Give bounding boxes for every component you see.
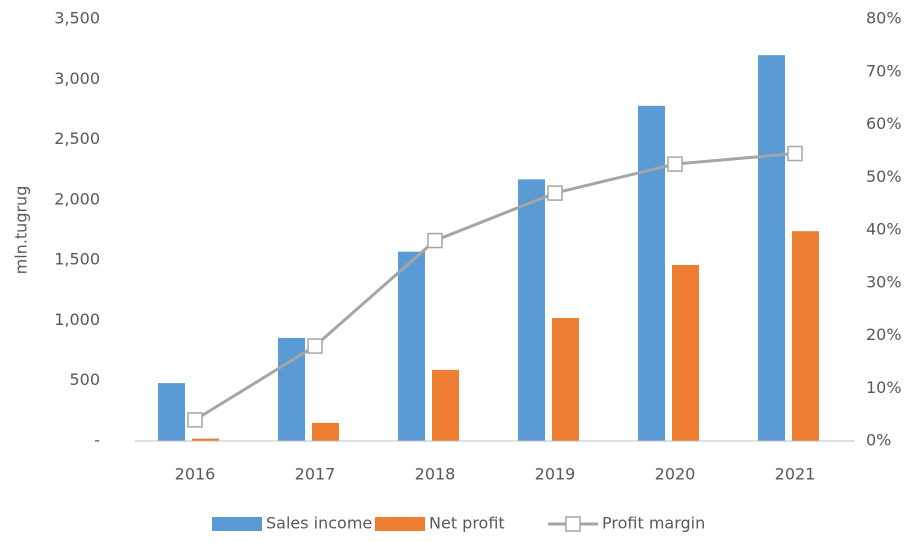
y-tick-label: - xyxy=(94,431,100,450)
legend-marker xyxy=(565,516,581,532)
y2-tick-label: 0% xyxy=(866,431,891,450)
y2-tick-label: 60% xyxy=(866,114,902,133)
bar xyxy=(192,438,219,441)
legend-swatch xyxy=(212,517,262,531)
x-tick-label: 2019 xyxy=(535,465,576,484)
bar xyxy=(758,55,785,442)
bar xyxy=(158,383,185,441)
y2-tick-label: 30% xyxy=(866,272,902,291)
x-tick-label: 2017 xyxy=(295,465,336,484)
bar xyxy=(312,422,339,441)
y-tick-label: 2,000 xyxy=(54,189,100,208)
y2-tick-label: 20% xyxy=(866,325,902,344)
legend-label: Net profit xyxy=(429,514,505,533)
x-tick-label: 2016 xyxy=(175,465,216,484)
bar xyxy=(672,264,699,441)
bar xyxy=(552,318,579,441)
x-tick-label: 2020 xyxy=(655,465,696,484)
y2-tick-label: 10% xyxy=(866,378,902,397)
y-tick-label: 1,000 xyxy=(54,310,100,329)
marker xyxy=(307,338,323,354)
marker xyxy=(667,156,683,172)
bar xyxy=(518,179,545,442)
x-tick-label: 2021 xyxy=(775,465,816,484)
bar xyxy=(638,105,665,441)
y-axis-title: mln.tugrug xyxy=(12,186,31,275)
y-tick-label: 1,500 xyxy=(54,250,100,269)
marker xyxy=(187,412,203,428)
legend-label: Profit margin xyxy=(602,514,705,533)
y-tick-label: 2,500 xyxy=(54,129,100,148)
y-tick-label: 500 xyxy=(69,370,100,389)
bar xyxy=(432,369,459,441)
bar xyxy=(398,251,425,441)
y2-tick-label: 50% xyxy=(866,167,902,186)
y-tick-label: 3,500 xyxy=(54,9,100,28)
y-tick-label: 3,000 xyxy=(54,69,100,88)
marker xyxy=(427,232,443,249)
line xyxy=(194,152,796,422)
marker xyxy=(787,145,803,162)
marker xyxy=(547,185,563,201)
legend-label: Sales income xyxy=(266,514,372,533)
y2-tick-label: 40% xyxy=(866,220,902,239)
bar xyxy=(792,231,819,441)
legend-swatch xyxy=(375,517,425,531)
y2-tick-label: 70% xyxy=(866,61,902,80)
y2-tick-label: 80% xyxy=(866,9,902,28)
x-tick-label: 2018 xyxy=(415,465,456,484)
